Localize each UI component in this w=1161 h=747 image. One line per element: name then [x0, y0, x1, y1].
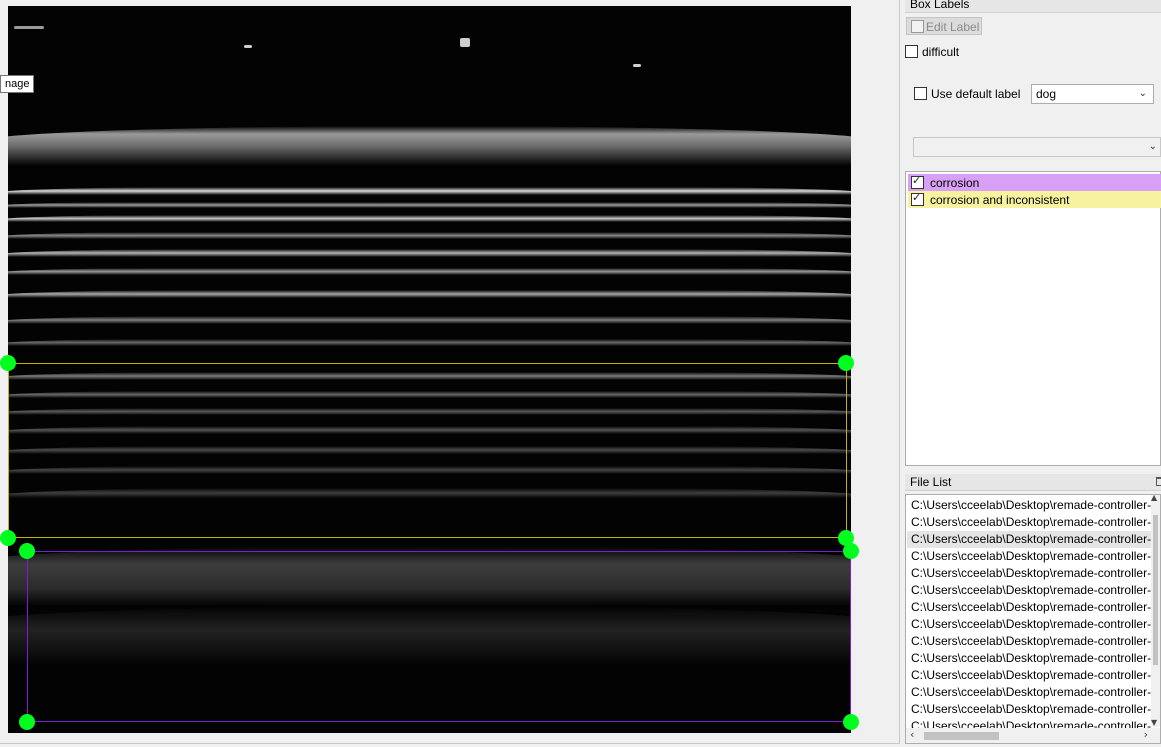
- box-vertex-handle[interactable]: [843, 714, 859, 730]
- box-vertex-handle[interactable]: [19, 714, 35, 730]
- file-list-item[interactable]: C:\Users\cceelab\Desktop\remade-controll…: [911, 634, 1152, 648]
- file-list-item[interactable]: C:\Users\cceelab\Desktop\remade-controll…: [911, 685, 1152, 699]
- edit-label-text: Edit Label: [926, 20, 980, 34]
- difficult-label: difficult: [922, 45, 960, 59]
- file-list-item[interactable]: C:\Users\cceelab\Desktop\remade-controll…: [911, 600, 1152, 614]
- label-text: corrosion: [930, 176, 980, 190]
- bounding-box-corrosion[interactable]: [27, 551, 851, 722]
- file-list-item[interactable]: C:\Users\cceelab\Desktop\remade-controll…: [911, 515, 1152, 529]
- file-list-horizontal-scrollbar[interactable]: ‹ ›: [906, 728, 1160, 743]
- box-labels-title: Box Labels: [905, 0, 1161, 13]
- file-list-item[interactable]: C:\Users\cceelab\Desktop\remade-controll…: [911, 702, 1152, 716]
- use-default-label-checkbox[interactable]: [914, 87, 927, 100]
- label-visible-checkbox[interactable]: [911, 174, 924, 189]
- use-default-label-text: Use default label: [931, 87, 1021, 101]
- scroll-down-icon[interactable]: ▼: [1151, 718, 1158, 727]
- label-list[interactable]: corrosion corrosion and inconsistent: [905, 171, 1161, 466]
- label-filter-combo[interactable]: ⌄: [913, 137, 1161, 157]
- file-list-item[interactable]: C:\Users\cceelab\Desktop\remade-controll…: [911, 617, 1152, 631]
- edit-label-button[interactable]: Edit Label: [906, 17, 982, 35]
- label-list-item[interactable]: corrosion: [908, 174, 1161, 191]
- box-vertex-handle[interactable]: [19, 543, 35, 559]
- box-vertex-handle[interactable]: [0, 355, 16, 371]
- default-label-value: dog: [1036, 87, 1057, 101]
- file-list-title: File List: [905, 474, 1161, 491]
- scroll-right-icon[interactable]: ›: [1143, 728, 1148, 741]
- edit-icon: [911, 20, 924, 33]
- file-list-item[interactable]: C:\Users\cceelab\Desktop\remade-controll…: [911, 668, 1152, 682]
- file-list-item[interactable]: C:\Users\cceelab\Desktop\remade-controll…: [911, 583, 1152, 597]
- file-list-title-text: File List: [910, 475, 952, 489]
- box-vertex-handle[interactable]: [838, 530, 854, 546]
- file-list-vertical-scrollbar[interactable]: ▲ ▼: [1151, 495, 1160, 727]
- scroll-up-icon[interactable]: ▲: [1151, 494, 1158, 502]
- tooltip: nage: [0, 75, 35, 93]
- difficult-checkbox[interactable]: [905, 45, 918, 58]
- file-list-item[interactable]: C:\Users\cceelab\Desktop\remade-controll…: [911, 498, 1152, 512]
- label-visible-checkbox[interactable]: [911, 191, 924, 206]
- canvas-area[interactable]: nage: [0, 0, 900, 744]
- dock-float-icon[interactable]: [1156, 477, 1161, 486]
- box-vertex-handle[interactable]: [838, 355, 854, 371]
- file-list-item[interactable]: C:\Users\cceelab\Desktop\remade-controll…: [911, 651, 1152, 665]
- label-text: corrosion and inconsistent: [930, 193, 1070, 207]
- file-list-item-selected[interactable]: C:\Users\cceelab\Desktop\remade-controll…: [907, 531, 1156, 548]
- chevron-down-icon: ⌄: [1138, 88, 1147, 99]
- file-list[interactable]: C:\Users\cceelab\Desktop\remade-controll…: [905, 494, 1161, 744]
- label-list-item[interactable]: corrosion and inconsistent: [908, 191, 1161, 208]
- box-vertex-handle[interactable]: [843, 543, 859, 559]
- bounding-box-corrosion-and-inconsistent[interactable]: [8, 363, 847, 538]
- file-list-item[interactable]: C:\Users\cceelab\Desktop\remade-controll…: [911, 566, 1152, 580]
- scrollbar-thumb[interactable]: [1153, 515, 1158, 665]
- file-list-item[interactable]: C:\Users\cceelab\Desktop\remade-controll…: [911, 549, 1152, 563]
- default-label-combo[interactable]: dog ⌄: [1031, 84, 1154, 104]
- box-vertex-handle[interactable]: [0, 530, 16, 546]
- scroll-left-icon[interactable]: ‹: [910, 728, 915, 741]
- chevron-down-icon: ⌄: [1148, 141, 1157, 152]
- scrollbar-thumb[interactable]: [924, 732, 999, 740]
